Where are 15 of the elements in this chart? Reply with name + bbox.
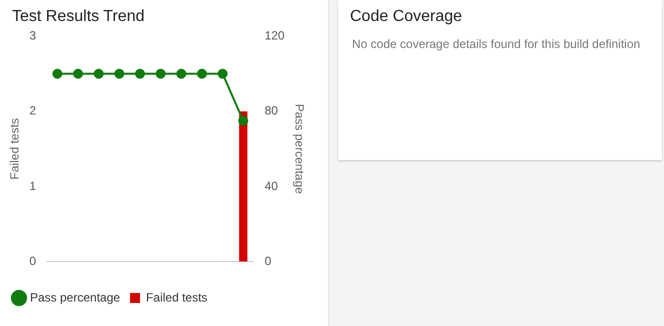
y2-tick-label: 0 (264, 254, 272, 268)
text: No code coverage details found for this build definition (352, 36, 642, 52)
y2-tick-label: 40 (264, 178, 278, 193)
y-tick-label: 0 (29, 254, 36, 268)
y2-tick-label: 120 (264, 28, 285, 43)
chart-title: Test Results Trend (12, 8, 146, 26)
y2-axis-title: Pass percentage (292, 104, 306, 194)
y2-tick-label: 80 (264, 104, 278, 118)
legend-label: Pass percentage (30, 290, 120, 304)
text: Code Coverage (350, 8, 464, 26)
y-axis-title: Failed tests (8, 118, 22, 180)
y-tick-label: 3 (29, 28, 36, 43)
y-tick-label: 2 (29, 104, 36, 118)
legend-label: Failed tests (146, 290, 208, 304)
y-tick-label: 1 (29, 178, 36, 193)
